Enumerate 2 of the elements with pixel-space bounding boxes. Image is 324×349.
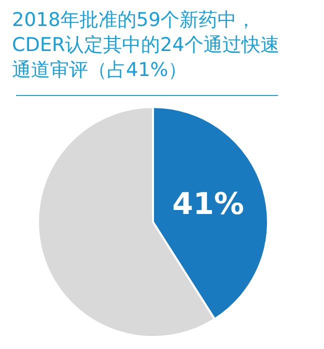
data-label: 41%	[172, 186, 244, 222]
chart-title: 2018年批准的59个新药中，CDER认定其中的24个通过快速通道审评（占41%）	[11, 8, 280, 83]
